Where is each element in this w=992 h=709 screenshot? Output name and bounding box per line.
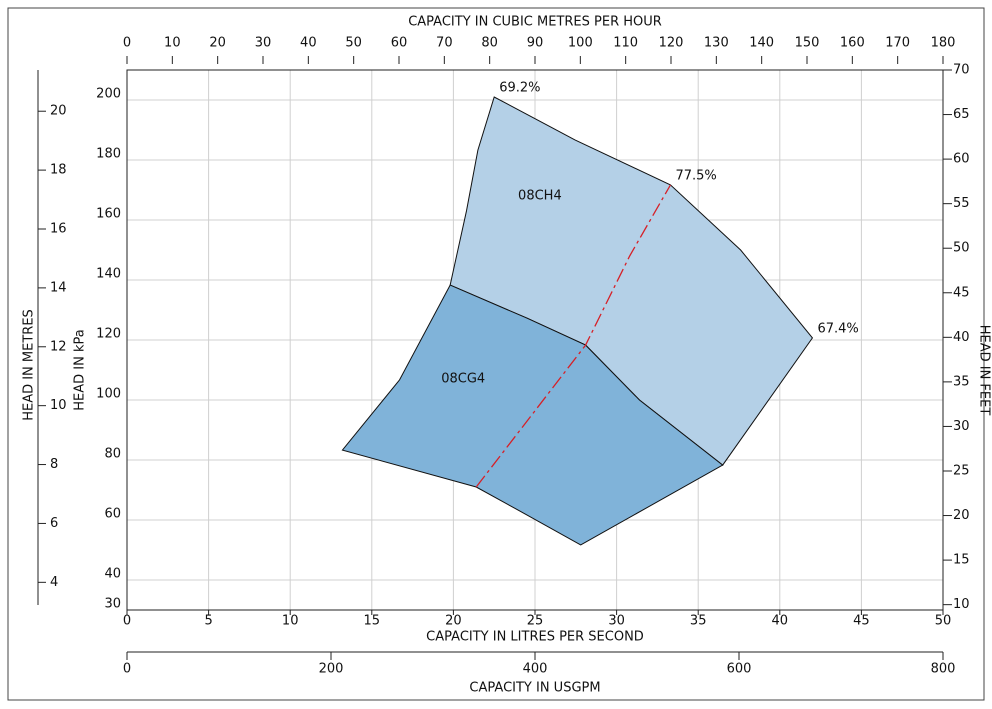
outer-border: [7, 7, 985, 701]
metres-tick-label: 18: [50, 163, 67, 178]
top-tick-label: 140: [749, 36, 774, 51]
x-tick-label: 15: [364, 614, 381, 629]
x-tick-label: 50: [935, 614, 952, 629]
top-axis-title: CAPACITY IN CUBIC METRES PER HOUR: [408, 15, 662, 30]
top-tick-label: 110: [613, 36, 638, 51]
y-tick-label: 40: [104, 567, 121, 582]
y-tick-label: 30: [104, 597, 121, 612]
metres-tick-label: 10: [50, 398, 67, 413]
usgpm-tick-label: 800: [931, 662, 956, 677]
y-tick-label: 140: [96, 267, 121, 282]
top-tick-label: 120: [659, 36, 684, 51]
top-tick-label: 90: [527, 36, 544, 51]
top-tick-label: 80: [481, 36, 498, 51]
metres-tick-label: 6: [50, 516, 58, 531]
top-tick-label: 70: [436, 36, 453, 51]
top-tick-label: 100: [568, 36, 593, 51]
metres-tick-label: 14: [50, 280, 67, 295]
efficiency-curve: [475, 184, 672, 488]
x-tick-label: 0: [123, 614, 131, 629]
feet-tick-label: 35: [953, 374, 970, 389]
feet-tick-label: 20: [953, 508, 970, 523]
usgpm-tick-label: 200: [319, 662, 344, 677]
feet-tick-label: 50: [953, 241, 970, 256]
feet-tick-label: 55: [953, 196, 970, 211]
top-tick-label: 50: [345, 36, 362, 51]
y-tick-label: 120: [96, 327, 121, 342]
metres-tick-label: 12: [50, 339, 67, 354]
top-tick-label: 160: [840, 36, 865, 51]
feet-tick-label: 30: [953, 419, 970, 434]
top-tick-label: 130: [704, 36, 729, 51]
top-tick-label: 30: [255, 36, 272, 51]
metres-tick-label: 20: [50, 104, 67, 119]
y-tick-label: 100: [96, 387, 121, 402]
x-tick-label: 20: [445, 614, 462, 629]
metres-tick-label: 8: [50, 457, 58, 472]
feet-tick-label: 25: [953, 463, 970, 478]
y-tick-label: 200: [96, 87, 121, 102]
usgpm-tick-label: 600: [727, 662, 752, 677]
top-tick-label: 60: [391, 36, 408, 51]
x-tick-label: 45: [853, 614, 870, 629]
top-tick-label: 170: [885, 36, 910, 51]
efficiency-label: 77.5%: [675, 168, 716, 183]
feet-tick-label: 70: [953, 63, 970, 78]
y-axis-title: HEAD IN kPa: [73, 329, 88, 410]
x-tick-label: 30: [608, 614, 625, 629]
y-tick-label: 180: [96, 147, 121, 162]
efficiency-label: 67.4%: [817, 321, 858, 336]
feet-tick-label: 10: [953, 597, 970, 612]
x-tick-label: 5: [204, 614, 212, 629]
region-label: 08CG4: [441, 372, 485, 387]
top-tick-label: 180: [931, 36, 956, 51]
metres-axis-title: HEAD IN METRES: [22, 309, 37, 421]
region-label: 08CH4: [518, 189, 562, 204]
feet-tick-label: 65: [953, 107, 970, 122]
x-tick-label: 25: [527, 614, 544, 629]
feet-axis-title: HEAD IN FEET: [977, 325, 992, 416]
top-tick-label: 150: [795, 36, 820, 51]
feet-tick-label: 60: [953, 152, 970, 167]
y-tick-label: 80: [104, 447, 121, 462]
top-tick-label: 10: [164, 36, 181, 51]
top-tick-label: 20: [209, 36, 226, 51]
x-tick-label: 10: [282, 614, 299, 629]
top-tick-label: 0: [123, 36, 131, 51]
metres-tick-label: 16: [50, 221, 67, 236]
x-axis-title: CAPACITY IN LITRES PER SECOND: [426, 630, 644, 645]
usgpm-tick-label: 400: [523, 662, 548, 677]
efficiency-label: 69.2%: [499, 81, 540, 96]
usgpm-axis-title: CAPACITY IN USGPM: [469, 681, 600, 696]
metres-tick-label: 4: [50, 575, 58, 590]
feet-tick-label: 40: [953, 330, 970, 345]
top-tick-label: 40: [300, 36, 317, 51]
region: [341, 284, 724, 546]
usgpm-tick-label: 0: [123, 662, 131, 677]
x-tick-label: 35: [690, 614, 707, 629]
y-tick-label: 60: [104, 507, 121, 522]
y-tick-label: 160: [96, 207, 121, 222]
feet-tick-label: 15: [953, 553, 970, 568]
x-tick-label: 40: [772, 614, 789, 629]
feet-tick-label: 45: [953, 285, 970, 300]
